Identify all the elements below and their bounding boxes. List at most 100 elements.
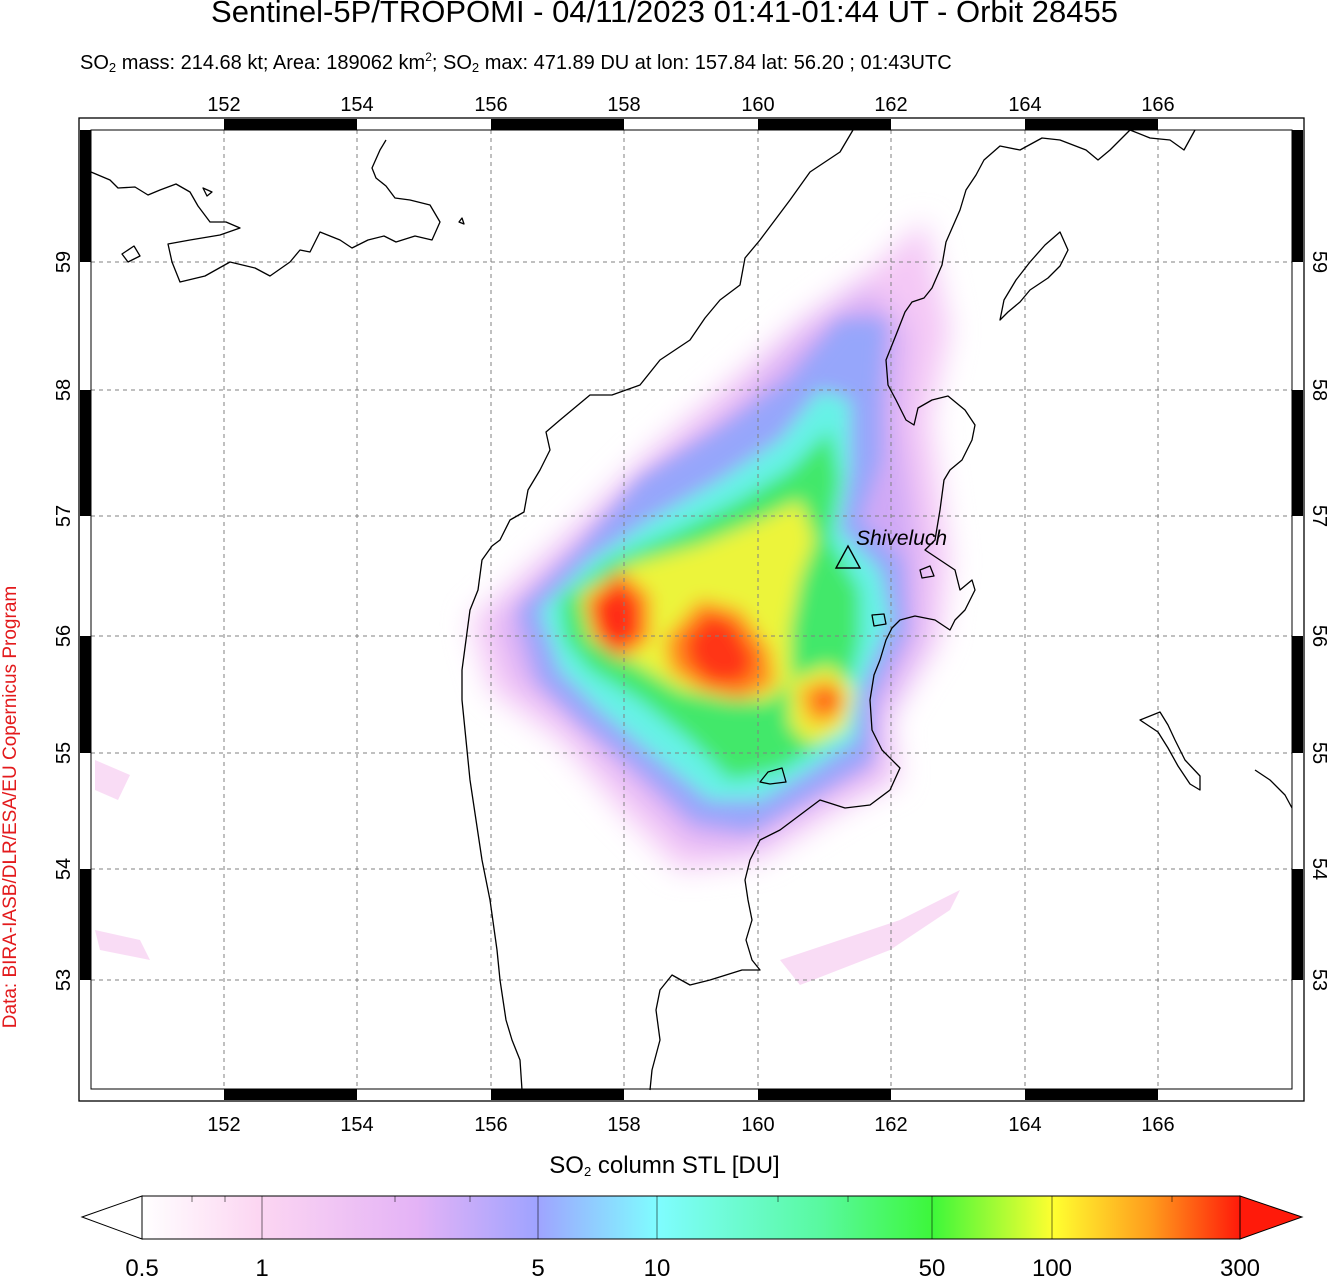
bar-right-1 bbox=[1292, 130, 1303, 262]
speck-southeast bbox=[780, 890, 960, 985]
cb-label-300: 300 bbox=[1220, 1255, 1260, 1279]
graticule bbox=[91, 130, 1292, 1090]
lon-labels-top: 152 154 156 158 160 162 164 166 bbox=[207, 94, 1174, 116]
cb-label-50: 50 bbox=[919, 1255, 946, 1279]
cb-title-part-2: column STL [DU] bbox=[591, 1152, 780, 1179]
bar-left-1 bbox=[80, 130, 91, 262]
cb-label-1: 1 bbox=[255, 1255, 268, 1279]
coast-okhotsk-north bbox=[90, 139, 441, 283]
bar-left-2 bbox=[80, 390, 91, 516]
lon-label-bottom-160: 160 bbox=[741, 1114, 774, 1136]
subtitle-sup-1: 2 bbox=[425, 50, 432, 64]
bar-top-1 bbox=[224, 119, 357, 130]
coast-karaginsky-island bbox=[999, 231, 1069, 321]
bar-right-4 bbox=[1292, 869, 1303, 980]
coast-bering-island bbox=[1139, 711, 1201, 791]
plume-specks bbox=[95, 760, 960, 985]
colorbar: 0.5 1 5 10 50 100 300 bbox=[80, 1195, 1304, 1279]
cb-title-part-1: SO bbox=[549, 1152, 584, 1179]
colorbar-labels: 0.5 1 5 10 50 100 300 bbox=[125, 1255, 1260, 1279]
bar-top-3 bbox=[758, 119, 891, 130]
lon-label-top-164: 164 bbox=[1008, 94, 1041, 116]
cb-label-100: 100 bbox=[1032, 1255, 1072, 1279]
coast-lake bbox=[871, 613, 887, 627]
lat-labels-right: 59 58 57 56 55 54 53 bbox=[1308, 251, 1329, 991]
speck-west bbox=[95, 760, 130, 800]
lat-label-left-53: 53 bbox=[53, 969, 75, 991]
map-frame bbox=[78, 117, 1305, 1102]
bar-right-3 bbox=[1292, 636, 1303, 753]
speck-southwest bbox=[95, 930, 150, 960]
lat-label-left-55: 55 bbox=[53, 742, 75, 764]
lon-label-bottom-166: 166 bbox=[1141, 1114, 1174, 1136]
cb-label-5: 5 bbox=[531, 1255, 544, 1279]
subtitle-part-1: SO bbox=[80, 52, 109, 74]
plume-red-west bbox=[592, 580, 640, 650]
volcano-triangle-icon bbox=[834, 544, 862, 569]
plume-red-south bbox=[820, 688, 840, 710]
coast-medny-island bbox=[1254, 769, 1293, 809]
lat-label-left-58: 58 bbox=[53, 379, 75, 401]
lon-label-top-162: 162 bbox=[874, 94, 907, 116]
cb-label-10: 10 bbox=[644, 1255, 671, 1279]
lat-labels-left: 59 58 57 56 55 54 53 bbox=[53, 251, 75, 991]
colorbar-max-arrow bbox=[1239, 1195, 1304, 1240]
colorbar-gradient bbox=[141, 1195, 1241, 1240]
subtitle-sub-1: 2 bbox=[108, 60, 117, 75]
so2-plume bbox=[95, 220, 960, 985]
bar-top-2 bbox=[491, 119, 624, 130]
lon-label-bottom-152: 152 bbox=[207, 1114, 240, 1136]
lat-label-right-56: 56 bbox=[1308, 625, 1329, 647]
lat-label-right-57: 57 bbox=[1308, 505, 1329, 527]
lon-label-top-160: 160 bbox=[741, 94, 774, 116]
subtitle-part-4: max: 471.89 DU at lon: 157.84 lat: 56.20… bbox=[479, 52, 952, 74]
lat-label-left-54: 54 bbox=[53, 858, 75, 880]
bar-left-4 bbox=[80, 869, 91, 980]
lon-label-top-154: 154 bbox=[340, 94, 373, 116]
coastlines bbox=[90, 129, 1293, 1091]
cb-label-0.5: 0.5 bbox=[125, 1255, 158, 1279]
coast-small-island-3 bbox=[458, 217, 465, 225]
lat-label-right-53: 53 bbox=[1308, 969, 1329, 991]
subtitle-sub-2: 2 bbox=[471, 60, 480, 75]
map-inner-frame bbox=[90, 129, 1293, 1090]
volcano-label: Shiveluch bbox=[856, 527, 947, 550]
lon-label-top-158: 158 bbox=[607, 94, 640, 116]
coast-kamchatka-west bbox=[461, 129, 854, 1091]
lat-label-right-55: 55 bbox=[1308, 742, 1329, 764]
coast-kamchatka-east bbox=[649, 129, 1196, 1091]
plot-subtitle: SO2 mass: 214.68 kt; Area: 189062 km2; S… bbox=[80, 50, 952, 75]
frame-bars bbox=[80, 119, 1303, 1100]
bar-left-3 bbox=[80, 636, 91, 753]
coast-small-island-1 bbox=[121, 245, 141, 263]
coast-kronotsky-lake bbox=[759, 767, 787, 785]
lon-label-bottom-162: 162 bbox=[874, 1114, 907, 1136]
lon-label-bottom-158: 158 bbox=[607, 1114, 640, 1136]
lon-labels-bottom: 152 154 156 158 160 162 164 166 bbox=[207, 1114, 1174, 1136]
lat-label-right-58: 58 bbox=[1308, 379, 1329, 401]
colorbar-ticks bbox=[191, 1196, 1241, 1239]
colorbar-min-arrow bbox=[80, 1195, 143, 1240]
coast-small-island-2 bbox=[202, 187, 213, 197]
lon-label-top-152: 152 bbox=[207, 94, 240, 116]
lat-label-right-54: 54 bbox=[1308, 858, 1329, 880]
lat-label-left-56: 56 bbox=[53, 625, 75, 647]
subtitle-part-2: mass: 214.68 kt; Area: 189062 km bbox=[116, 52, 426, 74]
bar-bottom-4 bbox=[1025, 1089, 1158, 1100]
lat-label-right-59: 59 bbox=[1308, 251, 1329, 273]
plume-red-center bbox=[685, 612, 755, 684]
subtitle-part-3: ; SO bbox=[431, 52, 472, 74]
lon-label-bottom-156: 156 bbox=[474, 1114, 507, 1136]
bar-right-2 bbox=[1292, 390, 1303, 516]
bar-top-4 bbox=[1025, 119, 1158, 130]
bar-bottom-1 bbox=[224, 1089, 357, 1100]
plot-title: Sentinel-5P/TROPOMI - 04/11/2023 01:41-0… bbox=[211, 0, 1118, 29]
cb-title-sub: 2 bbox=[583, 1164, 592, 1179]
colorbar-title: SO2 column STL [DU] bbox=[0, 1152, 1329, 1180]
coast-bay-feature bbox=[919, 565, 935, 579]
lat-label-left-59: 59 bbox=[53, 251, 75, 273]
lon-label-top-166: 166 bbox=[1141, 94, 1174, 116]
lon-label-bottom-154: 154 bbox=[340, 1114, 373, 1136]
lon-label-bottom-164: 164 bbox=[1008, 1114, 1041, 1136]
